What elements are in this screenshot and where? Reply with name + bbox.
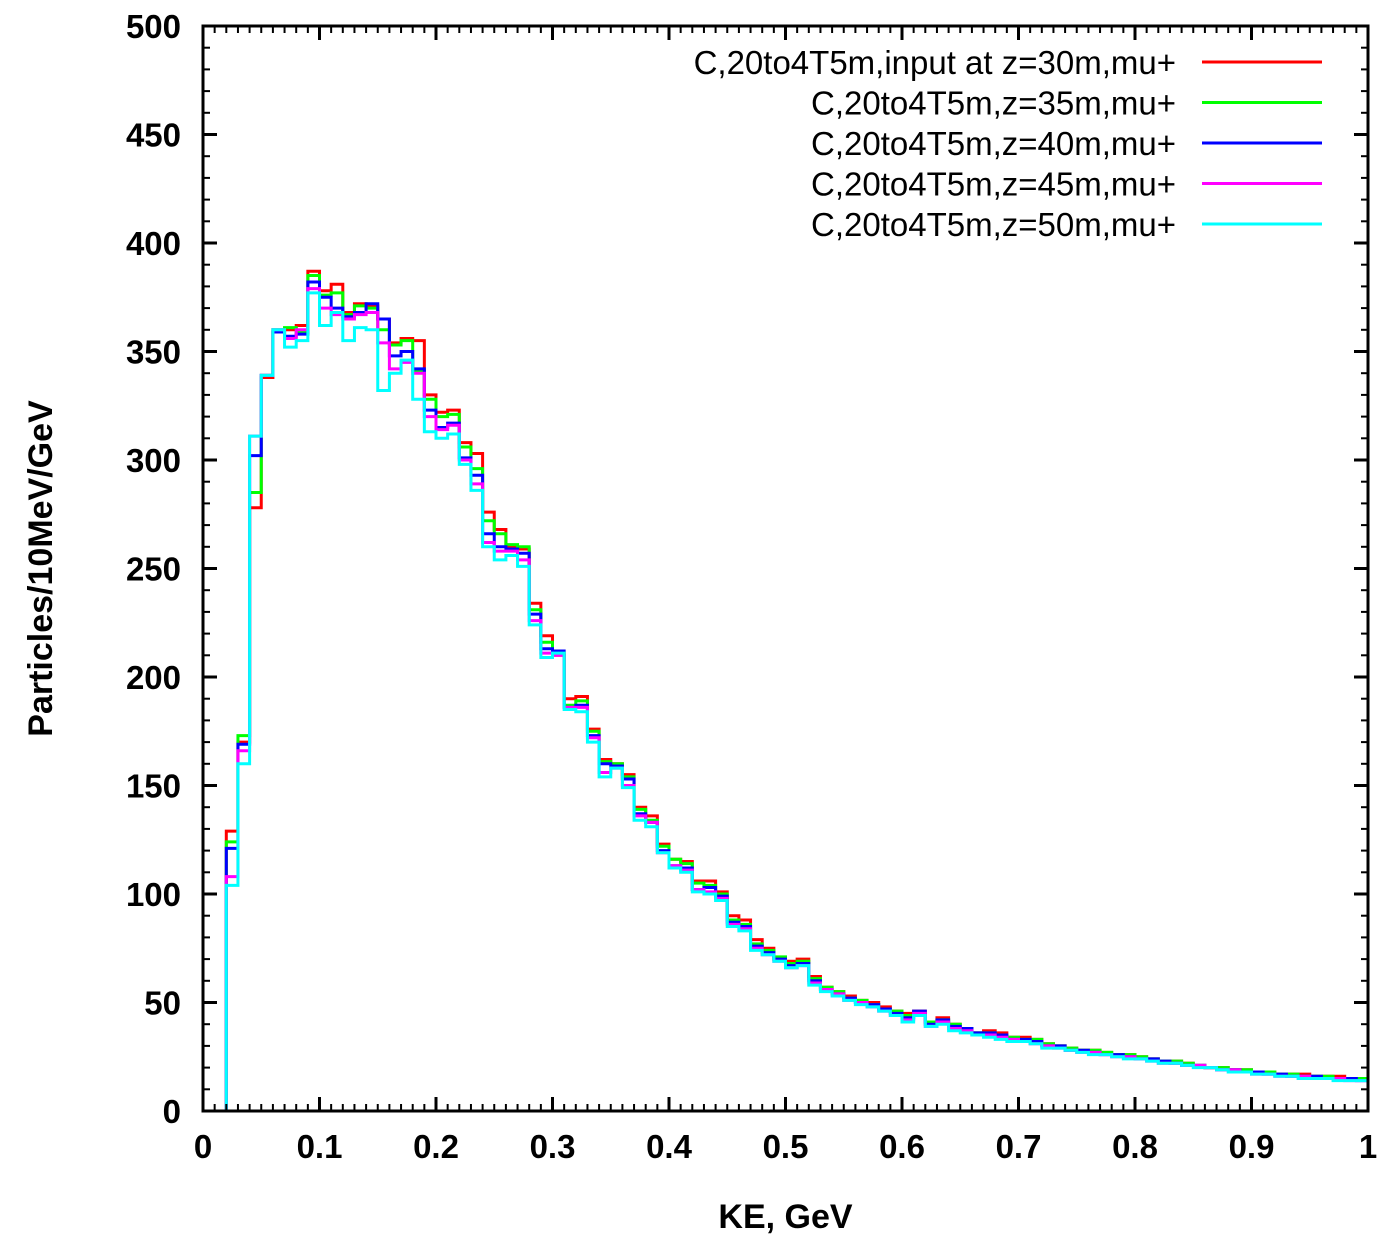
x-tick-label: 0.5 xyxy=(763,1128,809,1165)
y-tick-label: 0 xyxy=(163,1093,181,1130)
x-tick-label: 0.7 xyxy=(996,1128,1042,1165)
legend-label: C,20to4T5m,z=40m,mu+ xyxy=(811,125,1176,162)
y-tick-label: 100 xyxy=(126,876,181,913)
plot-frame xyxy=(201,24,1370,1113)
x-tick-label: 1 xyxy=(1359,1128,1377,1165)
series-line-2 xyxy=(224,274,1368,1111)
x-tick-label: 0.9 xyxy=(1229,1128,1275,1165)
legend-label: C,20to4T5m,z=35m,mu+ xyxy=(811,85,1176,122)
legend-label: C,20to4T5m,z=45m,mu+ xyxy=(811,166,1176,203)
series-layer xyxy=(224,269,1368,1111)
x-tick-label: 0.6 xyxy=(879,1128,925,1165)
legend-label: C,20to4T5m,input at z=30m,mu+ xyxy=(694,44,1176,81)
x-tick-label: 0.3 xyxy=(530,1128,576,1165)
legend-label: C,20to4T5m,z=50m,mu+ xyxy=(811,206,1176,243)
y-tick-label: 350 xyxy=(126,334,181,371)
x-tick-labels: 0 0.1 0.2 0.3 0.4 0.5 0.6 0.7 0.8 0.9 1 xyxy=(194,1128,1377,1165)
y-tick-label: 250 xyxy=(126,551,181,588)
x-axis-title: KE, GeV xyxy=(718,1198,852,1236)
y-tick-label: 150 xyxy=(126,768,181,805)
y-tick-label: 400 xyxy=(126,225,181,262)
x-tick-label: 0.1 xyxy=(297,1128,343,1165)
y-tick-label: 50 xyxy=(144,985,181,1022)
x-tick-label: 0.2 xyxy=(413,1128,459,1165)
y-tick-label: 500 xyxy=(126,8,181,45)
series-line-4 xyxy=(224,287,1368,1111)
y-axis-title: Particles/10MeV/GeV xyxy=(22,400,60,737)
x-tick-label: 0 xyxy=(194,1128,212,1165)
y-tick-label: 300 xyxy=(126,442,181,479)
y-tick-labels: 0 50 100 150 200 250 300 350 400 450 500 xyxy=(126,8,181,1130)
series-line-5 xyxy=(224,291,1368,1111)
x-tick-label: 0.8 xyxy=(1112,1128,1158,1165)
series-line-3 xyxy=(224,280,1368,1111)
y-tick-label: 200 xyxy=(126,659,181,696)
series-line-1 xyxy=(224,269,1368,1111)
x-tick-label: 0.4 xyxy=(646,1128,693,1165)
legend: C,20to4T5m,input at z=30m,mu+ C,20to4T5m,… xyxy=(694,44,1322,243)
y-tick-label: 450 xyxy=(126,117,181,154)
ticks-layer xyxy=(201,24,1370,1113)
